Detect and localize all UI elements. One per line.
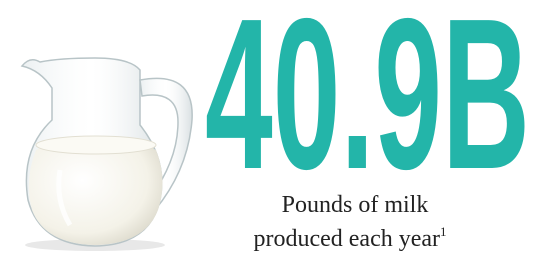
caption-line: Pounds of milk bbox=[282, 192, 429, 218]
headline-number: 40.9B bbox=[205, 0, 530, 214]
infographic: 40.9B Pounds of milk produced each year1 bbox=[0, 0, 543, 258]
page: 40.9B Pounds of milk produced each year1… bbox=[0, 0, 543, 258]
caption-line: produced each year1 bbox=[253, 224, 446, 252]
pitcher-illustration bbox=[22, 58, 192, 251]
footnote-marker: 1 bbox=[440, 224, 447, 239]
caption-text: produced each year bbox=[253, 226, 440, 252]
